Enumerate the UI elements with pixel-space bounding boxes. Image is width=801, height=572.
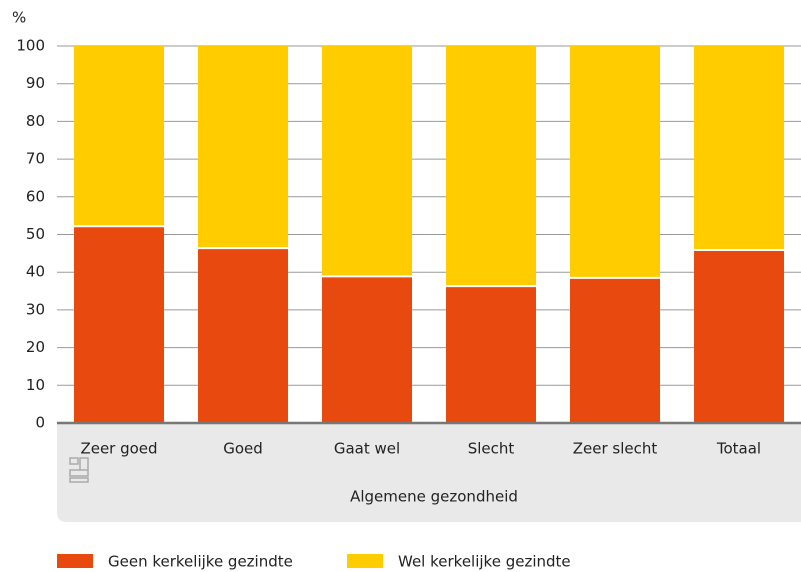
bar-segment [74, 226, 164, 423]
logo [69, 457, 89, 483]
x-axis-label: Algemene gezondheid [350, 488, 518, 506]
y-tick-label: 50 [26, 225, 45, 243]
y-tick-label: 90 [26, 74, 45, 92]
bar-segment [694, 249, 784, 423]
bar-segment [570, 277, 660, 423]
y-tick-label: 60 [26, 187, 45, 205]
legend-swatch [57, 554, 93, 568]
bar-segment [198, 46, 288, 249]
y-tick-label: 70 [26, 150, 45, 168]
legend-label: Geen kerkelijke gezindte [108, 553, 293, 571]
x-tick-label: Zeer goed [80, 440, 157, 458]
legend-swatch [347, 554, 383, 568]
y-axis-label: % [12, 9, 26, 27]
y-tick-label: 30 [26, 300, 45, 318]
y-tick-label: 10 [26, 376, 45, 394]
bar-segment [74, 46, 164, 227]
bar-segment [446, 286, 536, 423]
bar-segment [694, 46, 784, 250]
bar-segment [446, 46, 536, 287]
y-tick-label: 100 [16, 37, 45, 55]
bar-segment [570, 46, 660, 278]
bar-segment [322, 46, 412, 277]
x-axis-panel [57, 423, 801, 522]
y-tick-label: 80 [26, 112, 45, 130]
bar-segment [322, 276, 412, 423]
x-tick-label: Gaat wel [334, 440, 400, 458]
x-tick-label: Slecht [468, 440, 515, 458]
x-tick-label: Zeer slecht [573, 440, 658, 458]
y-tick-label: 40 [26, 263, 45, 281]
x-tick-label: Goed [223, 440, 263, 458]
y-tick-label: 0 [35, 414, 45, 432]
legend-label: Wel kerkelijke gezindte [398, 553, 571, 571]
bar-segment [198, 248, 288, 423]
x-tick-label: Totaal [716, 440, 761, 458]
y-tick-label: 20 [26, 338, 45, 356]
